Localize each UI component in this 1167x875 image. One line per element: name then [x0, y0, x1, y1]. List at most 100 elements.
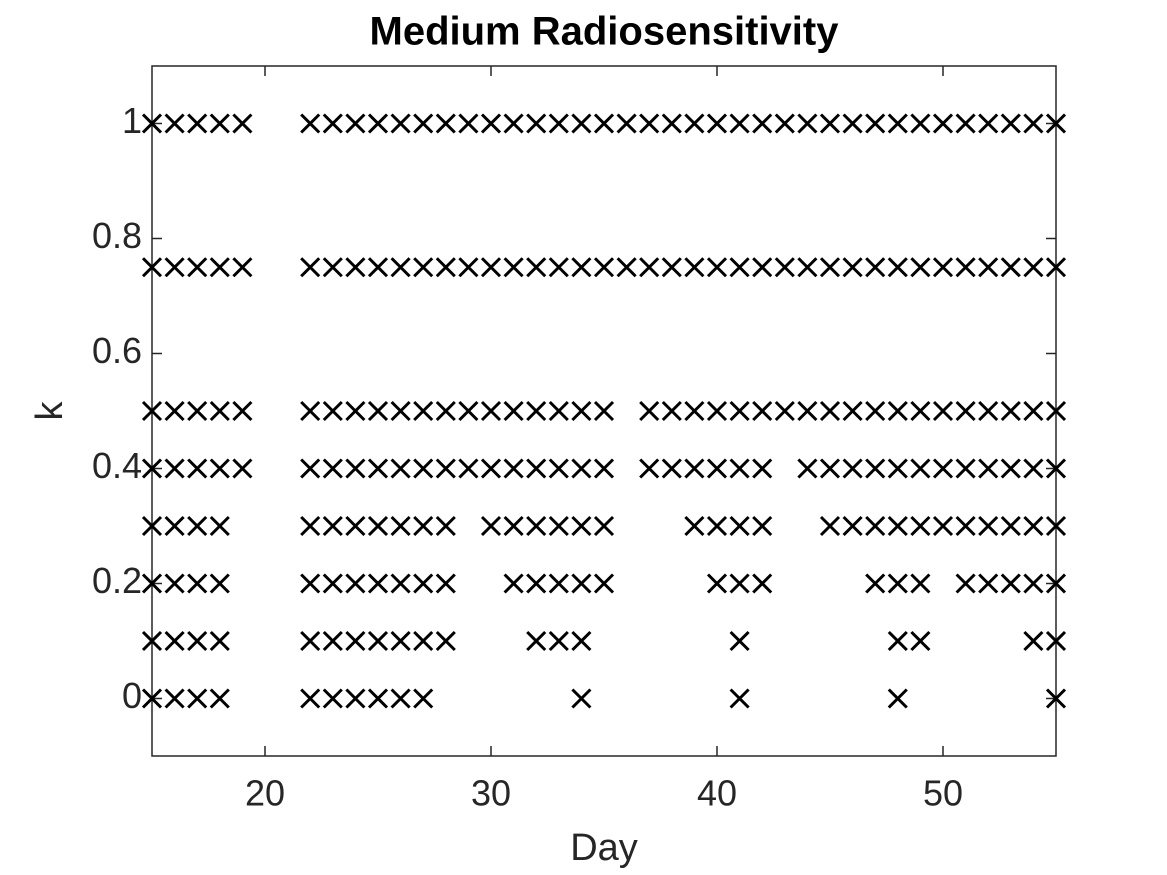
point: [1023, 630, 1044, 652]
point: [639, 400, 660, 422]
point: [526, 257, 547, 278]
point: [571, 113, 592, 134]
point: [1000, 113, 1021, 134]
point: [435, 400, 456, 422]
point: [209, 630, 230, 652]
point: [141, 458, 163, 479]
point: [345, 458, 366, 479]
point: [526, 458, 547, 479]
point: [413, 458, 434, 479]
point: [390, 113, 411, 134]
point: [480, 400, 502, 422]
y-tick-label: 0.6: [92, 330, 142, 371]
point: [209, 688, 230, 709]
point: [187, 515, 208, 537]
point: [367, 113, 389, 134]
point: [232, 458, 253, 479]
point: [1045, 630, 1067, 652]
point: [390, 257, 411, 278]
point: [209, 400, 230, 422]
point: [1045, 458, 1067, 479]
point: [209, 515, 230, 537]
point: [548, 573, 569, 594]
point: [797, 113, 818, 134]
point: [232, 400, 253, 422]
y-axis-label: k: [29, 401, 71, 421]
point: [729, 400, 750, 422]
point: [413, 515, 434, 537]
point: [300, 458, 321, 479]
point: [842, 400, 863, 422]
point: [503, 515, 524, 537]
point: [752, 113, 773, 134]
point: [232, 113, 253, 134]
point: [209, 573, 230, 594]
point: [187, 113, 208, 134]
point: [187, 257, 208, 278]
point: [684, 515, 705, 537]
point: [322, 573, 343, 594]
point: [526, 630, 547, 652]
point: [164, 113, 185, 134]
point: [865, 458, 886, 479]
point: [1023, 257, 1044, 278]
point: [187, 630, 208, 652]
point: [955, 400, 976, 422]
point: [887, 573, 908, 594]
point: [729, 573, 750, 594]
point: [616, 113, 637, 134]
point: [1023, 400, 1044, 422]
point: [819, 458, 841, 479]
point: [435, 257, 456, 278]
point: [526, 573, 547, 594]
point: [345, 400, 366, 422]
point: [367, 458, 389, 479]
point: [1045, 573, 1067, 594]
point: [910, 113, 931, 134]
point: [413, 573, 434, 594]
point: [164, 400, 185, 422]
point: [300, 573, 321, 594]
point: [729, 630, 750, 652]
point: [955, 113, 976, 134]
point: [413, 400, 434, 422]
point: [548, 458, 569, 479]
point: [548, 630, 569, 652]
point: [390, 515, 411, 537]
point: [752, 257, 773, 278]
point: [526, 400, 547, 422]
point: [910, 515, 931, 537]
point: [187, 688, 208, 709]
point: [367, 257, 389, 278]
x-axis-label: Day: [570, 827, 638, 869]
point: [706, 458, 728, 479]
point: [322, 400, 343, 422]
point: [300, 688, 321, 709]
point: [639, 257, 660, 278]
point: [978, 257, 999, 278]
point: [141, 257, 163, 278]
point: [865, 400, 886, 422]
point: [955, 458, 976, 479]
point: [797, 257, 818, 278]
y-tick-label: 0.2: [92, 560, 142, 601]
point: [1045, 257, 1067, 278]
point: [910, 630, 931, 652]
y-tick-label: 1: [122, 100, 142, 141]
point: [774, 257, 795, 278]
point: [571, 400, 592, 422]
point: [141, 515, 163, 537]
point: [1000, 400, 1021, 422]
point: [526, 113, 547, 134]
point: [729, 458, 750, 479]
point: [729, 113, 750, 134]
point: [322, 458, 343, 479]
point: [729, 257, 750, 278]
point: [480, 458, 502, 479]
point: [706, 573, 728, 594]
point: [435, 113, 456, 134]
point: [684, 257, 705, 278]
point: [164, 515, 185, 537]
point: [706, 257, 728, 278]
point: [910, 257, 931, 278]
